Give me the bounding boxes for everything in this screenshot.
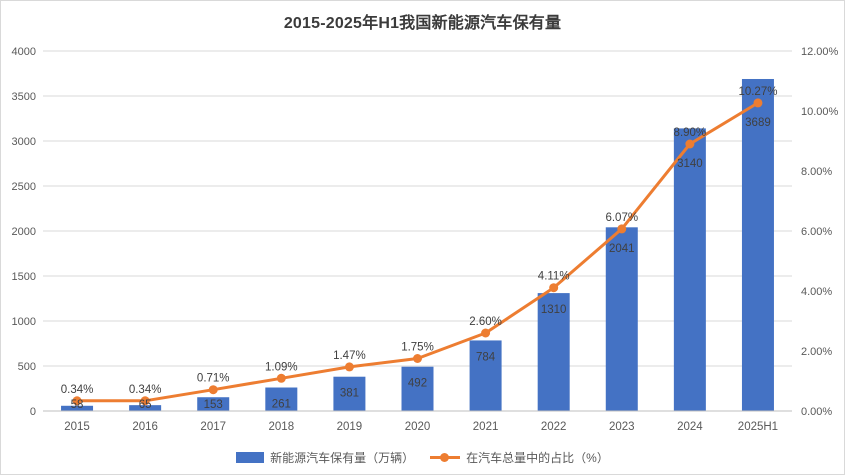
y-right-tick-10.00%: 10.00% [801,106,839,118]
bar-label-2025H1: 3689 [745,117,771,129]
pct-marker-2025H1 [753,98,763,108]
y-left-tick-1000: 1000 [12,316,36,328]
pct-label-2015: 0.34% [61,384,94,396]
pct-label-2024: 8.90% [674,127,707,139]
y-right-tick-12.00%: 12.00% [801,46,839,58]
pct-marker-2022 [549,283,559,293]
bar-2017 [197,397,230,411]
bar-2015 [61,405,94,411]
bar-2023 [605,227,638,411]
legend: 新能源汽车保有量（万辆） 在汽车总量中的占比（%） [1,449,844,466]
bar-label-2015: 58 [71,399,84,411]
y-left-tick-4000: 4000 [12,46,36,58]
y-left-tick-3500: 3500 [12,91,36,103]
x-tick-2017: 2017 [200,421,226,433]
bar-label-2019: 381 [340,388,359,400]
pct-marker-2016 [140,396,150,406]
y-right-tick-2.00%: 2.00% [801,346,832,358]
x-tick-2018: 2018 [269,421,295,433]
y-left-tick-1500: 1500 [12,271,36,283]
pct-label-2022: 4.11% [538,271,570,283]
bar-label-2020: 492 [408,378,427,390]
y-left-tick-0: 0 [30,406,36,418]
pct-marker-2017 [208,385,218,395]
x-tick-2022: 2022 [541,421,567,433]
bar-2016 [129,405,162,411]
pct-label-2020: 1.75% [401,342,434,354]
x-tick-2024: 2024 [677,421,703,433]
pct-marker-2019 [344,362,354,372]
x-tick-2021: 2021 [473,421,499,433]
bar-2020 [401,366,434,411]
bar-series-swatch-icon [236,452,265,463]
x-tick-2015: 2015 [64,421,90,433]
x-tick-2025H1: 2025H1 [738,421,778,433]
x-tick-2016: 2016 [132,421,158,433]
bar-2021 [469,340,502,411]
bar-2024 [673,128,706,411]
legend-item-bar-series: 新能源汽车保有量（万辆） [236,449,414,466]
pct-label-2018: 1.09% [265,361,298,373]
pct-marker-2021 [481,328,491,338]
pct-label-2016: 0.34% [129,384,162,396]
pct-marker-2024 [685,139,695,149]
y-left-tick-3000: 3000 [12,136,36,148]
line-series-swatch-icon [430,453,461,462]
y-right-tick-6.00%: 6.00% [801,226,832,238]
pct-label-2021: 2.60% [469,316,502,328]
bar-label-2024: 3140 [677,158,703,170]
legend-bar-series-label: 新能源汽车保有量（万辆） [270,451,415,465]
pct-label-2017: 0.71% [197,373,230,385]
bar-2019 [333,376,366,411]
bar-label-2023: 2041 [609,243,635,255]
pct-marker-2020 [413,354,422,363]
pct-marker-2023 [617,224,627,234]
x-tick-2020: 2020 [405,421,431,433]
bar-2022 [537,293,570,411]
y-right-tick-4.00%: 4.00% [801,286,832,298]
bar-2025H1 [741,78,774,412]
chart-title: 2015-2025年H1我国新能源汽车保有量 [283,15,562,32]
pct-marker-2018 [276,373,286,383]
pct-label-2025H1: 10.27% [738,86,777,98]
bar-label-2016: 65 [139,399,152,411]
pct-marker-2015 [72,396,82,406]
pct-label-2019: 1.47% [333,350,366,362]
y-right-tick-0.00%: 0.00% [801,406,832,418]
x-tick-2019: 2019 [337,421,363,433]
legend-item-line-series: 在汽车总量中的占比（%） [430,449,609,466]
bar-label-2022: 1310 [541,304,567,316]
y-left-tick-2000: 2000 [12,226,36,238]
y-left-tick-2500: 2500 [12,181,36,193]
y-left-tick-500: 500 [18,361,36,373]
bar-label-2021: 784 [476,351,496,363]
legend-line-series-label: 在汽车总量中的占比（%） [466,451,609,465]
bar-label-2017: 153 [204,399,223,411]
bar-label-2018: 261 [272,399,291,411]
bar-2018 [265,387,298,411]
x-tick-2023: 2023 [609,421,635,433]
y-right-tick-8.00%: 8.00% [801,166,832,178]
pct-label-2023: 6.07% [605,212,638,224]
